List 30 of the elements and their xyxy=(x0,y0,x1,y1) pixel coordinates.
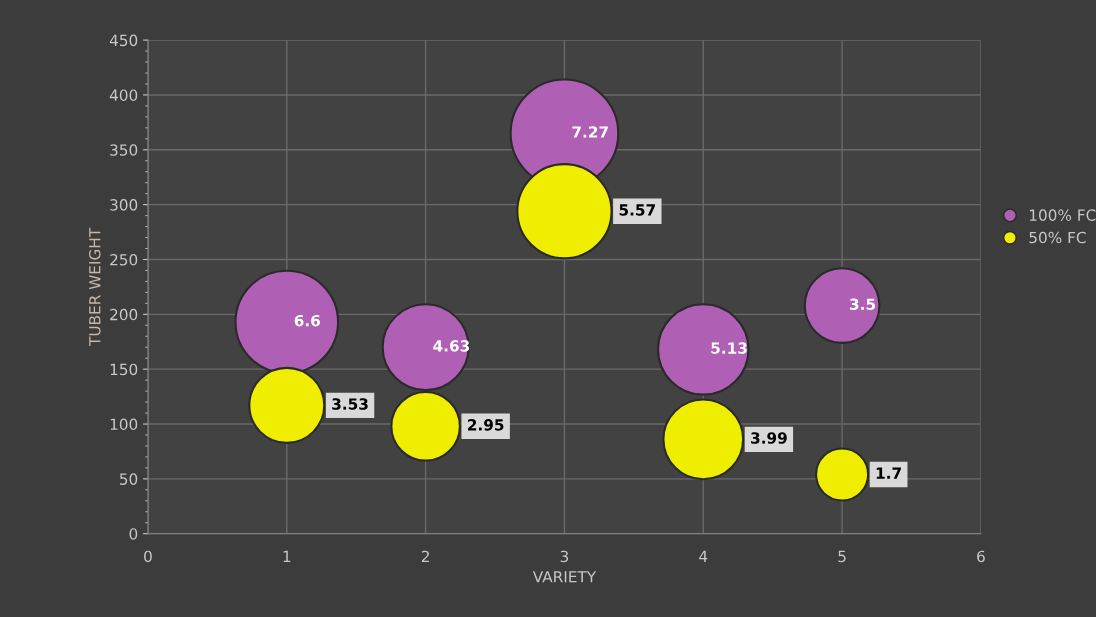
y-tick-label: 300 xyxy=(110,199,138,211)
data-label: 3.99 xyxy=(751,432,787,444)
x-tick-label: 6 xyxy=(977,550,985,563)
data-label: 7.27 xyxy=(572,126,608,138)
y-tick-label: 450 xyxy=(109,34,138,47)
data-label: 3.53 xyxy=(332,398,368,410)
y-tick-label: 100 xyxy=(110,418,138,431)
data-label: 5.13 xyxy=(711,342,747,354)
data-label: 1.7 xyxy=(876,467,901,479)
data-label: 5.57 xyxy=(619,204,655,216)
y-tick-label: 350 xyxy=(110,144,138,156)
y-tick-label: 200 xyxy=(110,308,138,321)
x-axis-title: VARIETY xyxy=(532,571,597,583)
y-tick-label: 0 xyxy=(129,528,138,540)
x-tick-label: 3 xyxy=(560,550,569,563)
y-tick-label: 400 xyxy=(109,89,138,101)
data-label: 2.95 xyxy=(468,419,504,431)
x-tick-label: 1 xyxy=(283,550,291,562)
y-tick-label: 150 xyxy=(110,363,138,376)
legend-label: 100% FC xyxy=(1029,209,1096,221)
data-label: 6.6 xyxy=(294,314,320,327)
y-axis-title: TUBER WEIGHT xyxy=(89,227,101,346)
x-tick-label: 5 xyxy=(838,550,846,563)
data-label: 3.5 xyxy=(850,298,876,310)
legend-label: 50% FC xyxy=(1029,231,1086,244)
x-tick-label: 4 xyxy=(699,550,708,562)
x-tick-label: 2 xyxy=(421,550,429,562)
y-tick-label: 50 xyxy=(119,473,138,485)
x-tick-label: 0 xyxy=(144,550,152,563)
y-tick-label: 250 xyxy=(110,253,138,266)
